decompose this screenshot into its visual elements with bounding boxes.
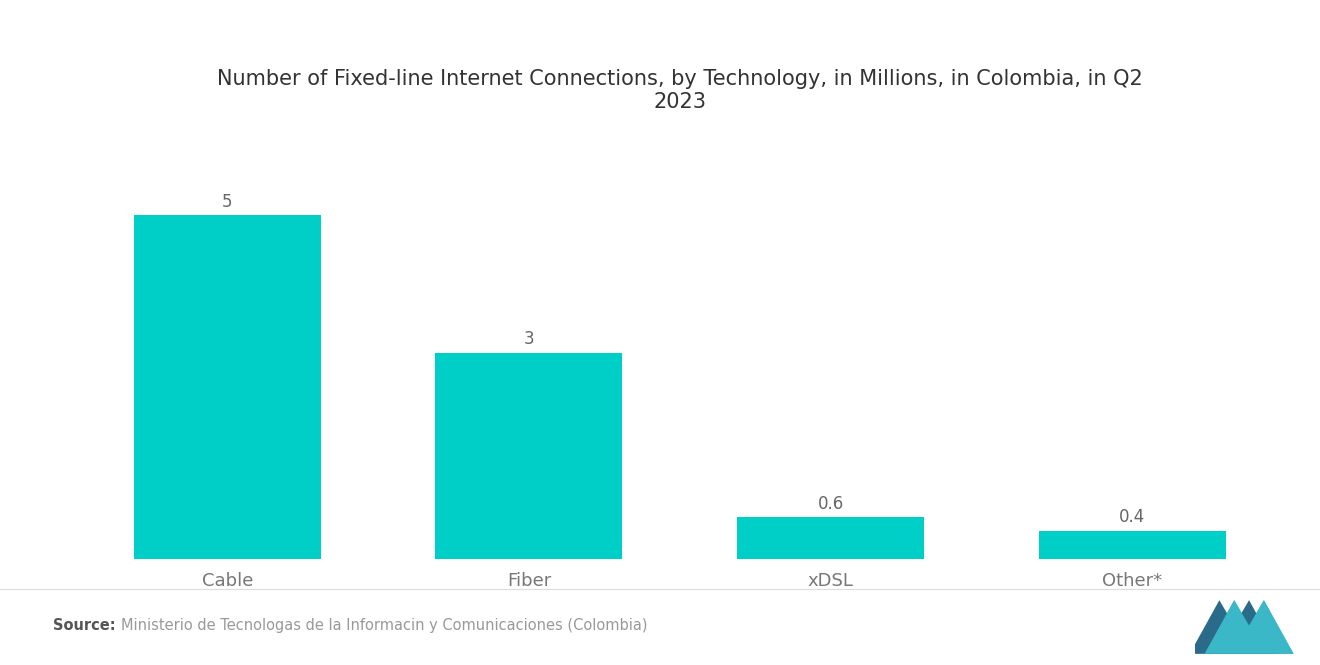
Polygon shape [1204, 600, 1294, 654]
Bar [133, 215, 321, 559]
Polygon shape [1189, 600, 1279, 654]
Bar [1039, 531, 1226, 559]
Text: 3: 3 [524, 330, 535, 348]
Text: 0.4: 0.4 [1119, 508, 1146, 526]
Polygon shape [1204, 600, 1294, 654]
Title: Number of Fixed-line Internet Connections, by Technology, in Millions, in Colomb: Number of Fixed-line Internet Connection… [216, 68, 1143, 112]
Bar [436, 352, 623, 559]
Text: Ministerio de Tecnologas de la Informacin y Comunicaciones (Colombia): Ministerio de Tecnologas de la Informaci… [121, 618, 648, 634]
Text: Source:: Source: [53, 618, 115, 634]
Bar [737, 517, 924, 559]
Text: 5: 5 [222, 193, 232, 211]
Text: 0.6: 0.6 [817, 495, 843, 513]
